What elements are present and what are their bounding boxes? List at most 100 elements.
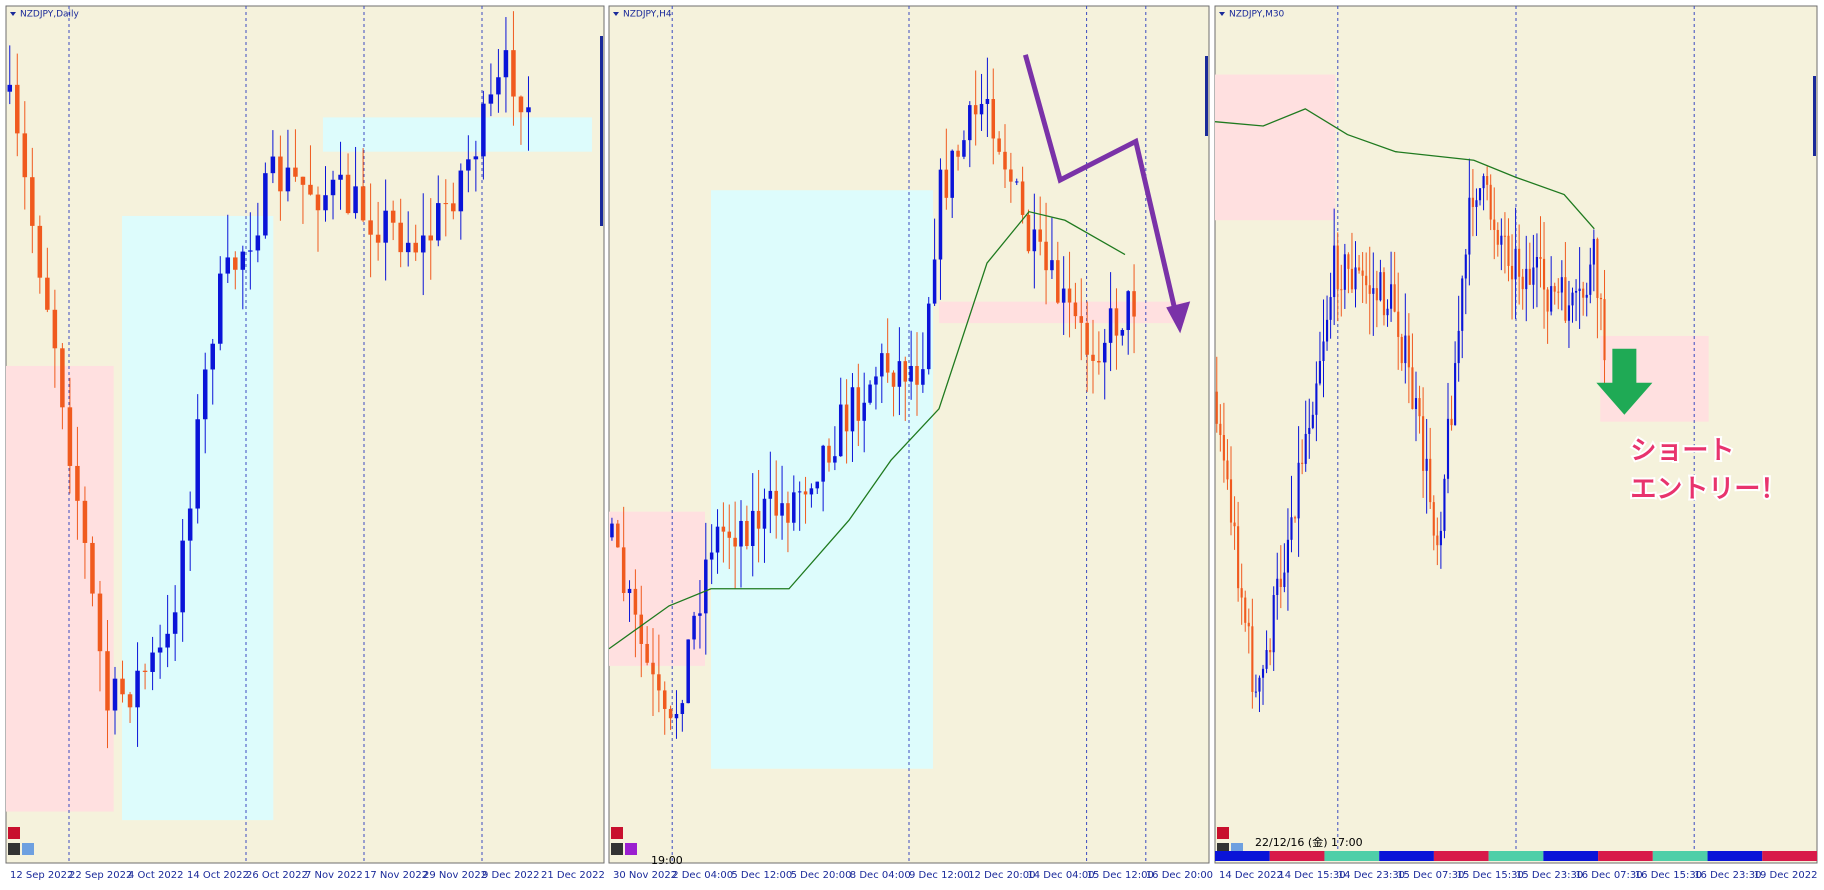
candle-body [1350,268,1354,290]
candle-body [968,105,972,141]
candle-body [1329,297,1332,320]
candle-body [833,456,837,463]
candle-body [240,251,246,270]
candle-body [157,647,163,653]
candle-body [1375,288,1378,301]
candle-body [897,361,902,387]
candle-body [662,690,667,709]
candle-body [1336,245,1339,290]
candle-body [792,492,796,523]
candle-body [909,365,913,382]
candle-body [1240,588,1243,598]
candle-body [1468,197,1471,255]
candle-body [704,559,708,614]
candle-body [1297,462,1300,519]
candle-body [1247,622,1250,627]
scrollbar-mark [600,36,603,226]
candle-body [15,84,20,134]
session-bar [1543,851,1599,861]
candle-body [938,169,943,260]
x-axis-label: 12 Sep 2022 [10,870,73,881]
candle-body [1311,414,1314,428]
candle-body [1429,458,1432,503]
candle-body [345,174,351,214]
candle-body [1085,322,1089,355]
candle-body [668,708,673,719]
candle-body [473,156,479,160]
session-bar [1269,851,1325,861]
candle-body [944,169,949,198]
candle-body [1503,235,1506,237]
candle-body [1003,151,1007,170]
candle-body [1226,460,1229,480]
candle-body [674,713,679,719]
candle-body [1496,229,1499,245]
candle-body [1229,479,1233,523]
candle-body [1582,288,1585,298]
candle-body [52,309,58,349]
candle-body [921,369,925,385]
candle-body [1361,270,1364,276]
session-bar [1762,851,1817,861]
candle-body [112,678,118,711]
pane-button [611,843,623,855]
candle-body [1390,284,1393,309]
candle-body [37,225,43,278]
x-axis-label: 26 Oct 2022 [246,870,308,881]
candle-body [880,353,884,377]
trend-arrow-head [1166,301,1191,334]
candle-body [368,220,373,235]
candle-body [774,490,778,516]
candle-body [210,343,215,370]
x-axis-label: 15 Dec 07:30 [1397,870,1464,881]
candle-body [120,678,125,695]
x-axis-label: 5 Dec 12:00 [731,870,792,881]
x-axis-label: 12 Dec 20:00 [968,870,1035,881]
candle-body [991,98,996,139]
pane-button [8,843,20,855]
candle-body [1079,316,1084,323]
candle-body [248,250,253,252]
candle-body [973,105,978,115]
candle-body [1560,277,1563,293]
annotation-text: ショート [1630,436,1734,466]
candle-body [1489,184,1492,220]
candle-body [1443,478,1446,531]
candle-body [1261,668,1265,678]
session-bar [1707,851,1763,861]
candle-body [1493,219,1496,230]
candle-body [398,222,403,253]
candle-body [82,500,88,543]
candle-body [233,257,238,270]
candle-body [1061,288,1066,303]
candle-body [762,498,767,529]
candle-body [1358,267,1361,271]
candle-body [1120,329,1125,336]
candle-body [518,96,524,113]
candle-body [721,526,726,532]
candle-body [838,404,843,457]
candle-body [323,195,328,211]
zone [6,365,114,812]
candle-body [187,508,193,541]
candle-body [1009,169,1013,182]
candle-body [1290,517,1293,540]
zone [322,117,593,152]
candle-body [1404,335,1407,364]
candle-body [1482,176,1485,189]
x-axis-label: 16 Dec 20:00 [1146,870,1213,881]
candle-body [1382,272,1386,316]
scrollbar-mark [1813,76,1816,156]
candle-body [739,520,743,547]
candle-body [709,552,714,560]
candle-body [1254,691,1257,693]
candle-body [1397,311,1400,337]
candle-body [844,404,849,432]
candle-body [1114,308,1119,336]
candle-body [680,703,685,714]
candle-body [727,531,732,538]
candle-body [1343,254,1346,290]
candle-body [1550,286,1553,312]
candle-body [1219,423,1222,436]
